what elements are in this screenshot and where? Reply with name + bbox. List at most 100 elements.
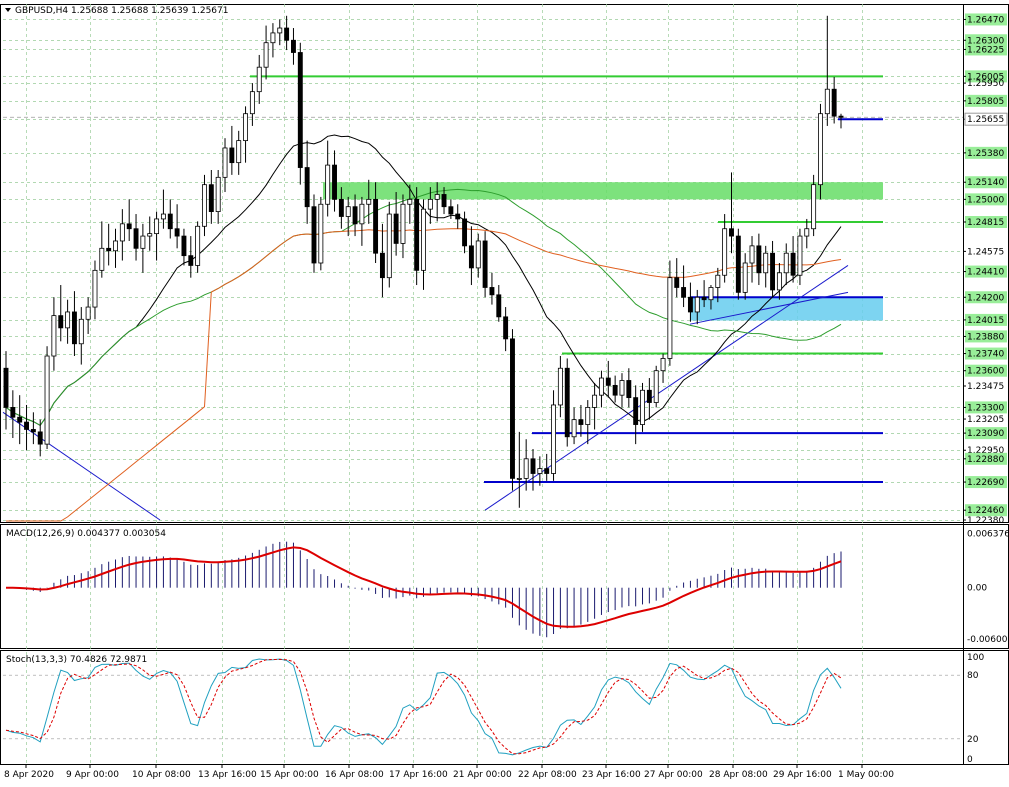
bear-candle-body [297,52,303,168]
bear-candle-body [612,384,618,396]
candle [448,199,454,219]
candle [797,228,803,286]
bear-candle-body [291,39,296,53]
bull-candle-body [421,208,426,271]
candle [379,223,385,298]
candle [202,174,207,237]
stoch-axis-label: 20 [967,735,979,745]
bull-candle-body [249,91,255,115]
candle [284,15,290,51]
candle [263,25,269,80]
candle [400,194,406,259]
bear-candle-body [770,252,776,291]
candle [544,453,550,481]
bull-candle-body [195,225,201,266]
price-axis-label: 1.24410 [967,268,1004,278]
price-label-bg [965,347,1007,360]
candle [598,370,604,408]
bull-candle-body [154,218,160,235]
candle [578,404,584,437]
bull-candle-body [99,247,105,271]
bull-candle-body [256,66,262,93]
candle [530,449,536,491]
bull-candle-body [660,358,666,372]
bull-candle-body [113,240,118,252]
candle [140,223,146,273]
candle [571,407,577,445]
candle [715,267,721,303]
candle [393,192,399,256]
candle [557,356,563,418]
time-axis-label: 23 Apr 16:00 [582,770,641,780]
bull-candle-body [776,272,782,291]
stoch-axis-label: 80 [967,671,979,681]
candle [85,297,91,334]
bull-candle-body [749,245,755,264]
stoch-panel-frame [0,650,1009,765]
candle [667,260,673,366]
bull-candle-body [783,252,789,274]
candle [407,184,413,224]
candle [674,258,680,298]
candle [694,289,700,325]
bear-candle-body [181,235,187,257]
bull-candle-body [359,203,365,225]
bear-candle-body [687,296,693,313]
macd-axis-label: 0.00 [967,584,987,594]
bear-candle-body [633,397,639,425]
bear-candle-body [674,277,680,288]
candle [414,187,420,286]
candle [195,221,201,273]
bull-candle-body [694,296,700,313]
bear-candle-body [188,255,194,266]
bear-candle-body [332,164,337,200]
bull-candle-body [640,389,645,425]
candle [770,240,776,298]
bull-candle-body [263,42,269,68]
price-label-bg [965,216,1007,229]
price-axis-label: 1.23740 [967,350,1004,360]
bear-candle-body [503,316,509,340]
candle [229,125,235,175]
time-axis-label: 27 Apr 00:00 [644,770,703,780]
candle [708,285,714,310]
stoch-axis-label: 100 [967,653,984,663]
stoch-axis-label: 0 [967,755,973,765]
bull-candle-body [202,184,207,227]
price-label-bg [965,401,1007,414]
bear-candle-body [838,115,844,118]
price-axis-label: 1.26300 [967,36,1004,46]
candle [297,42,303,185]
candle [352,194,358,237]
time-axis-label: 22 Apr 08:00 [518,770,577,780]
candle [503,307,509,352]
price-axis-label: 1.23600 [967,367,1004,377]
price-label-bg [965,452,1007,465]
bear-candle-body [24,421,29,430]
bear-candle-body [311,206,317,264]
bull-candle-body [824,88,830,115]
candle [71,291,77,357]
bear-candle-body [530,458,536,474]
bull-candle-body [85,306,91,320]
bear-candle-body [17,416,23,423]
bull-candle-body [318,203,324,264]
candle [564,358,570,447]
bear-candle-body [510,338,515,479]
bull-candle-body [742,262,748,293]
macd-axis-label: -0.006006 [967,635,1009,645]
candle [735,228,741,300]
candle [763,245,769,288]
bull-candle-body [270,32,276,44]
bull-candle-body [386,213,392,279]
candle [126,199,132,241]
candle [756,233,762,286]
candle [222,138,228,193]
candle [304,140,310,224]
trendline-down [2,411,161,521]
candle [653,365,659,408]
bull-candle-body [557,367,563,406]
bull-candle-body [585,407,591,425]
